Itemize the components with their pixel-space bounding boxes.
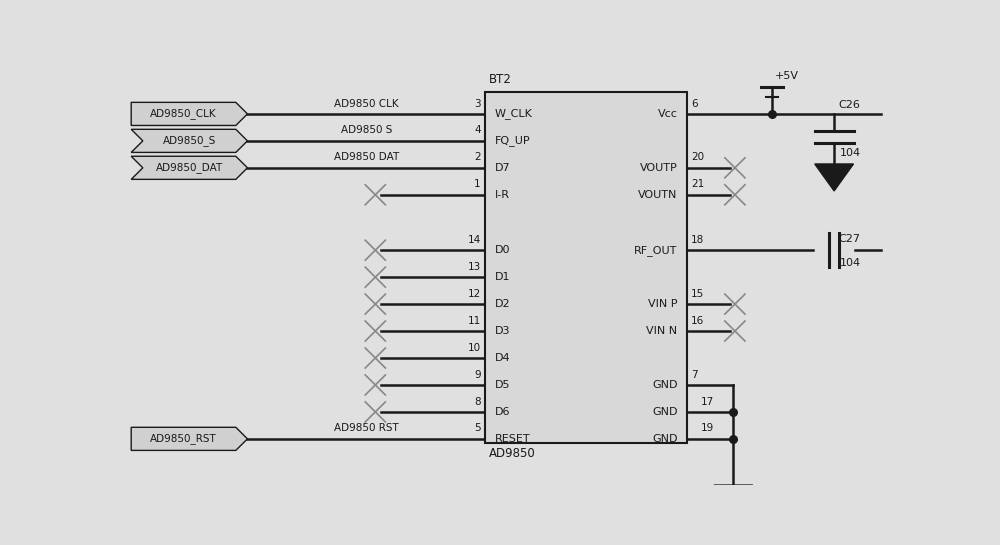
- Text: AD9850_DAT: AD9850_DAT: [156, 162, 223, 173]
- Text: GND: GND: [652, 407, 678, 417]
- Text: D6: D6: [495, 407, 510, 417]
- Text: D5: D5: [495, 380, 510, 390]
- Text: D2: D2: [495, 299, 510, 309]
- Text: AD9850: AD9850: [489, 446, 536, 459]
- Text: FQ_UP: FQ_UP: [495, 135, 530, 146]
- Text: 9: 9: [474, 370, 481, 379]
- Text: W_CLK: W_CLK: [495, 108, 533, 119]
- Polygon shape: [131, 129, 247, 153]
- Text: 3: 3: [474, 99, 481, 108]
- Text: D4: D4: [495, 353, 510, 363]
- Polygon shape: [131, 427, 247, 450]
- Text: I-R: I-R: [495, 190, 510, 200]
- Text: 12: 12: [467, 289, 481, 299]
- Text: GND: GND: [652, 434, 678, 444]
- Text: 13: 13: [467, 262, 481, 272]
- Text: 11: 11: [467, 316, 481, 326]
- Text: C26: C26: [839, 100, 861, 110]
- Text: VOUTN: VOUTN: [638, 190, 678, 200]
- Text: 7: 7: [691, 370, 697, 379]
- Text: VIN N: VIN N: [646, 326, 678, 336]
- Text: 20: 20: [691, 153, 704, 162]
- Text: 5: 5: [474, 423, 481, 433]
- Text: 104: 104: [840, 258, 861, 268]
- Text: AD9850_RST: AD9850_RST: [150, 433, 217, 444]
- Text: AD9850_CLK: AD9850_CLK: [150, 108, 217, 119]
- Text: AD9850 DAT: AD9850 DAT: [334, 153, 399, 162]
- Text: +5V: +5V: [775, 71, 799, 81]
- Text: AD9850 S: AD9850 S: [341, 125, 392, 136]
- Text: 2: 2: [474, 153, 481, 162]
- Bar: [485, 92, 687, 443]
- Text: VIN P: VIN P: [648, 299, 678, 309]
- Text: 16: 16: [691, 316, 704, 326]
- Text: 6: 6: [691, 99, 697, 108]
- Text: D3: D3: [495, 326, 510, 336]
- Text: 10: 10: [468, 343, 481, 353]
- Text: 8: 8: [474, 397, 481, 407]
- Text: D7: D7: [495, 163, 510, 173]
- Text: BT2: BT2: [489, 73, 512, 86]
- Text: 17: 17: [701, 397, 714, 407]
- Text: D0: D0: [495, 245, 510, 255]
- Polygon shape: [131, 156, 247, 179]
- Text: 4: 4: [474, 125, 481, 136]
- Text: 18: 18: [691, 235, 704, 245]
- Text: 19: 19: [701, 423, 714, 433]
- Text: C27: C27: [839, 234, 861, 244]
- Text: AD9850 CLK: AD9850 CLK: [334, 99, 399, 108]
- Text: 1: 1: [474, 179, 481, 189]
- Text: RESET: RESET: [495, 434, 530, 444]
- Text: D1: D1: [495, 272, 510, 282]
- Text: RF_OUT: RF_OUT: [634, 245, 678, 256]
- Text: AD9850 RST: AD9850 RST: [334, 423, 399, 433]
- Polygon shape: [815, 164, 854, 191]
- Text: 14: 14: [467, 235, 481, 245]
- Text: GND: GND: [652, 380, 678, 390]
- Polygon shape: [714, 485, 753, 512]
- Text: 104: 104: [840, 148, 861, 158]
- Text: Vcc: Vcc: [658, 109, 678, 119]
- Text: 15: 15: [691, 289, 704, 299]
- Text: 21: 21: [691, 179, 704, 189]
- Text: AD9850_S: AD9850_S: [163, 135, 216, 146]
- Text: VOUTP: VOUTP: [640, 163, 678, 173]
- Polygon shape: [131, 102, 247, 125]
